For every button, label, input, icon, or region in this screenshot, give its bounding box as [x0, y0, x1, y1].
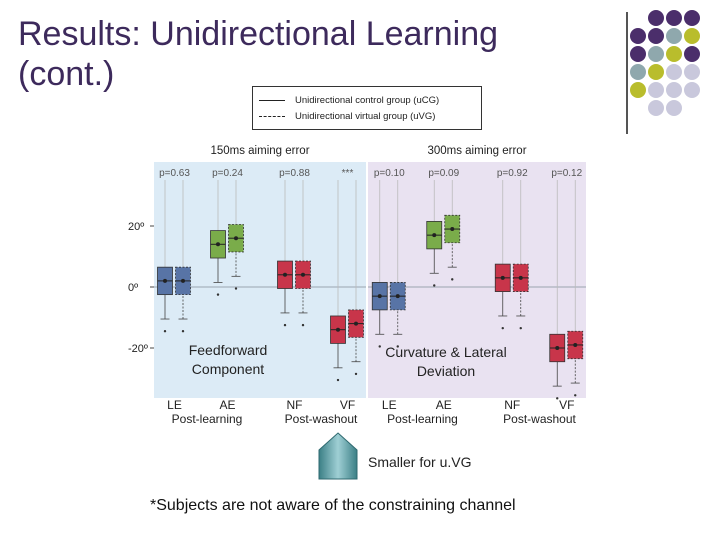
- mean-marker: [432, 233, 437, 238]
- mean-marker: [450, 227, 455, 232]
- p-value-label: p=0.92: [497, 168, 528, 179]
- decorative-dot: [684, 82, 700, 98]
- decorative-dot: [630, 82, 646, 98]
- p-value-label: ***: [342, 168, 354, 179]
- decorative-dot: [666, 100, 682, 116]
- x-tick-label: AE: [436, 398, 452, 412]
- legend-dashed-line: [259, 115, 285, 117]
- mean-marker: [573, 342, 578, 347]
- panel-title: 300ms aiming error: [427, 145, 526, 157]
- decorative-dot: [630, 64, 646, 80]
- x-tick-label: AE: [219, 398, 235, 412]
- x-tick-label: LE: [382, 398, 397, 412]
- x-tick-label: VF: [340, 398, 355, 412]
- outlier-point: [556, 397, 559, 400]
- decorative-dot: [666, 82, 682, 98]
- outlier-point: [574, 394, 577, 397]
- up-arrow-icon: [318, 432, 358, 480]
- x-section-label: Post-washout: [503, 412, 576, 426]
- outlier-point: [301, 323, 305, 327]
- decorative-dot: [684, 46, 700, 62]
- outlier-point: [234, 287, 238, 290]
- decorative-dot: [666, 64, 682, 80]
- decorative-dot: [684, 64, 700, 80]
- decorative-dot: [666, 46, 682, 62]
- outlier-point: [396, 345, 399, 348]
- mean-marker: [395, 294, 400, 299]
- decorative-dot: [666, 28, 682, 44]
- legend-label-virtual: Unidirectional virtual group (uVG): [295, 110, 436, 122]
- mean-marker: [234, 236, 238, 241]
- decorative-dot: [648, 10, 664, 26]
- x-tick-label: VF: [559, 398, 574, 412]
- x-section-label: Post-washout: [285, 412, 358, 426]
- mean-marker: [336, 327, 340, 332]
- outlier-point: [181, 330, 185, 333]
- y-tick-label: 0º: [128, 282, 138, 294]
- outlier-point: [163, 330, 167, 333]
- p-value-label: p=0.09: [428, 168, 459, 179]
- smaller-note: Smaller for u.VG: [368, 454, 472, 470]
- mean-marker: [518, 275, 523, 280]
- x-section-label: Post-learning: [387, 412, 458, 426]
- caption-curvature: Curvature & Lateral Deviation: [385, 344, 507, 379]
- outlier-point: [336, 378, 340, 382]
- p-value-label: p=0.63: [159, 168, 190, 179]
- legend-solid-line: [259, 99, 285, 101]
- p-value-label: p=0.12: [551, 168, 582, 179]
- decorative-dot: [666, 10, 682, 26]
- decorative-dot: [648, 46, 664, 62]
- mean-marker: [555, 346, 560, 350]
- caption-feedforward: Feedforward Component: [188, 342, 268, 377]
- outlier-point: [433, 284, 436, 287]
- decorative-dot: [630, 28, 646, 44]
- legend-row-control: Unidirectional control group (uCG): [259, 93, 439, 107]
- decorative-dot: [648, 82, 664, 98]
- mean-marker: [500, 275, 505, 280]
- y-tick-label: -20º: [128, 343, 148, 355]
- mean-marker: [354, 321, 358, 326]
- p-value-label: p=0.88: [279, 168, 310, 179]
- y-tick-label: 20º: [128, 221, 144, 233]
- x-tick-label: LE: [167, 398, 182, 412]
- outlier-point: [451, 278, 454, 281]
- legend-label-control: Unidirectional control group (uCG): [295, 94, 440, 106]
- legend-row-virtual: Unidirectional virtual group (uVG): [259, 109, 435, 123]
- decorative-dot: [684, 28, 700, 44]
- mean-marker: [181, 278, 185, 283]
- mean-marker: [283, 272, 287, 277]
- title-divider: [626, 12, 628, 134]
- mean-marker: [163, 278, 167, 283]
- outlier-point: [501, 326, 504, 330]
- chart-legend: Unidirectional control group (uCG) Unidi…: [252, 86, 482, 130]
- footnote: *Subjects are not aware of the constrain…: [150, 497, 516, 514]
- mean-marker: [216, 242, 220, 247]
- outlier-point: [283, 323, 287, 327]
- decorative-dot: [648, 100, 664, 116]
- decorative-dot: [630, 46, 646, 62]
- outlier-point: [216, 293, 220, 296]
- decorative-dot: [684, 10, 700, 26]
- x-tick-label: NF: [287, 398, 303, 412]
- panel-title: 150ms aiming error: [210, 145, 309, 157]
- p-value-label: p=0.10: [374, 168, 405, 179]
- decorative-dot: [648, 64, 664, 80]
- outlier-point: [354, 372, 358, 376]
- outlier-point: [378, 345, 381, 348]
- mean-marker: [377, 294, 382, 299]
- decorative-dot: [648, 28, 664, 44]
- mean-marker: [301, 272, 305, 277]
- outlier-point: [519, 326, 522, 330]
- slide-title: Results: Unidirectional Learning (cont.): [18, 15, 499, 93]
- box-plot-figure: 20º 0º -20º 150ms aiming error p=0.63 LE p=0.2…: [128, 145, 586, 426]
- p-value-label: p=0.24: [212, 168, 243, 179]
- x-section-label: Post-learning: [172, 412, 243, 426]
- x-tick-label: NF: [504, 398, 520, 412]
